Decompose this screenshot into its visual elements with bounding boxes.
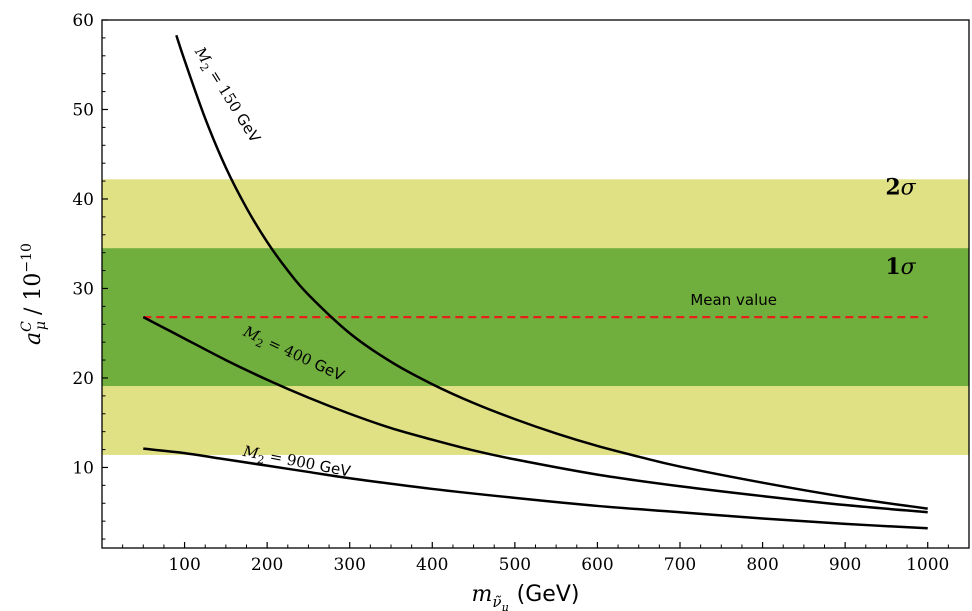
y-tick-label: 60 [72, 11, 94, 31]
band-label-2sigma: 2σ [885, 175, 916, 201]
x-tick-label: 500 [499, 555, 531, 575]
x-tick-label: 900 [829, 555, 861, 575]
y-tick-label: 10 [72, 458, 94, 478]
x-axis-label: mν̃μ(GeV) [472, 582, 580, 611]
y-tick-label: 40 [72, 190, 94, 210]
x-tick-label: 800 [746, 555, 778, 575]
y-tick-label: 50 [72, 100, 94, 120]
series-line-3 [143, 447, 928, 530]
y-axis-label: aCμ/ 10−10 [19, 243, 49, 345]
x-tick-label: 300 [333, 555, 365, 575]
band-label-1sigma: 1σ [885, 254, 916, 280]
x-tick-label: 1000 [906, 555, 949, 575]
series-line-1 [175, 34, 928, 510]
ticks-layer: 100 200 300 400 500 600 700 800 900 1000 10 20 30 40 5… [72, 11, 949, 575]
x-tick-label: 700 [664, 555, 696, 575]
curve-label-1: M2 = 150 GeV [188, 43, 264, 148]
series-line-2 [142, 316, 928, 514]
x-tick-label: 200 [251, 555, 283, 575]
x-tick-label: 100 [168, 555, 200, 575]
x-tick-label: 400 [416, 555, 448, 575]
x-tick-label: 600 [581, 555, 613, 575]
curves-layer [142, 34, 928, 530]
mean-value-label: Mean value [690, 291, 777, 309]
y-tick-label: 30 [72, 279, 94, 299]
y-tick-label: 20 [72, 369, 94, 389]
